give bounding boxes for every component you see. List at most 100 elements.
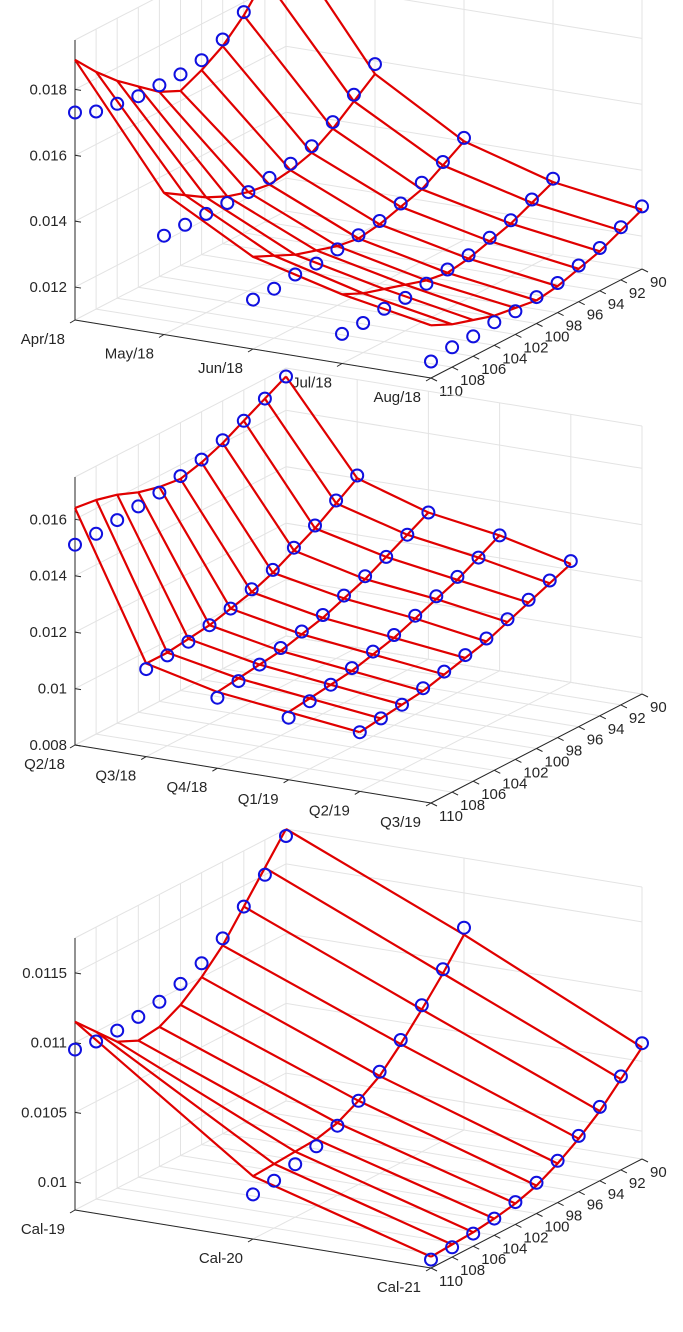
x-tick-label: Cal-20 bbox=[199, 1250, 243, 1267]
x-tick-mark bbox=[69, 744, 76, 749]
market-point bbox=[131, 89, 146, 104]
market-point bbox=[68, 537, 82, 552]
market-point bbox=[267, 1173, 282, 1188]
market-point bbox=[563, 554, 578, 569]
tick-labels: 0.01 0.0105 0.011 0.0115 Cal-19 Cal-20 Cal-21 9… bbox=[21, 965, 667, 1296]
market-point bbox=[157, 228, 171, 243]
market-point bbox=[335, 326, 349, 341]
strike-tick-label: 102 bbox=[523, 1229, 548, 1246]
market-point bbox=[356, 316, 371, 330]
wall-grid-line bbox=[74, 635, 643, 746]
strike-tick-label: 110 bbox=[439, 383, 463, 400]
surface-line-maturity bbox=[359, 563, 572, 734]
surface-line-strike bbox=[137, 85, 495, 317]
market-point bbox=[315, 608, 330, 622]
strike-tick-mark bbox=[494, 769, 501, 774]
surface-line-strike bbox=[200, 461, 487, 643]
x-tick-mark bbox=[69, 1209, 76, 1214]
floor-grid-line bbox=[117, 722, 474, 782]
market-point bbox=[110, 513, 125, 528]
strike-tick-mark bbox=[641, 693, 649, 698]
market-point bbox=[279, 829, 293, 843]
z-tick-label: 0.012 bbox=[29, 624, 67, 641]
strike-tick-mark bbox=[599, 715, 607, 720]
market-point bbox=[487, 1211, 502, 1226]
market-point bbox=[215, 931, 230, 946]
surface-line-strike bbox=[179, 478, 466, 659]
strike-tick-label: 96 bbox=[587, 732, 604, 749]
x-tick-label: Cal-21 bbox=[377, 1279, 421, 1296]
market-point bbox=[419, 276, 434, 291]
z-tick-mark bbox=[74, 88, 82, 91]
wall-grid-line bbox=[74, 1072, 643, 1183]
market-point bbox=[503, 213, 518, 228]
z-tick-label: 0.011 bbox=[31, 1035, 67, 1052]
market-point bbox=[450, 569, 465, 584]
strike-tick-mark bbox=[536, 323, 543, 327]
market-point bbox=[416, 681, 431, 696]
market-point bbox=[236, 899, 251, 914]
z-tick-mark bbox=[74, 631, 82, 634]
market-point bbox=[210, 690, 225, 705]
market-point bbox=[344, 661, 359, 676]
x-tick-label: Cal-19 bbox=[21, 1221, 65, 1238]
market-point bbox=[592, 1099, 607, 1114]
x-tick-mark bbox=[425, 377, 432, 382]
z-tick-label: 0.01 bbox=[38, 1174, 67, 1191]
surface-line-strike bbox=[221, 45, 580, 270]
market-point bbox=[366, 644, 380, 659]
z-tick-mark bbox=[74, 688, 82, 691]
strike-tick-label: 94 bbox=[608, 296, 625, 313]
market-point bbox=[524, 192, 539, 207]
market-point bbox=[346, 87, 361, 102]
market-point bbox=[223, 601, 238, 616]
market-point bbox=[152, 485, 167, 500]
x-tick-mark bbox=[140, 756, 147, 761]
strike-tick-mark bbox=[472, 1245, 480, 1250]
strike-tick-label: 90 bbox=[650, 274, 667, 291]
strike-tick-label: 104 bbox=[502, 1240, 527, 1257]
market-points bbox=[68, 5, 649, 369]
market-point bbox=[173, 469, 188, 484]
surface-wireframe bbox=[74, 0, 643, 327]
surface-line-strike bbox=[264, 866, 622, 1081]
market-point bbox=[294, 624, 309, 639]
strike-tick-mark bbox=[472, 780, 480, 785]
floor-grid-line bbox=[288, 670, 500, 781]
z-tick-mark bbox=[74, 220, 82, 223]
strike-tick-label: 104 bbox=[502, 775, 527, 792]
market-point bbox=[199, 206, 214, 221]
z-tick-mark bbox=[74, 1111, 82, 1114]
market-point bbox=[482, 230, 497, 245]
market-point bbox=[421, 505, 436, 520]
surface-line-strike bbox=[95, 1030, 453, 1246]
z-tick-label: 0.016 bbox=[29, 147, 67, 164]
market-point bbox=[458, 648, 473, 663]
market-point bbox=[337, 588, 351, 603]
z-tick-mark bbox=[74, 575, 82, 578]
x-tick-mark bbox=[69, 319, 76, 324]
market-point bbox=[309, 256, 324, 271]
x-tick-label: Jul/18 bbox=[292, 375, 332, 392]
market-point bbox=[395, 697, 409, 712]
market-point bbox=[457, 920, 471, 935]
market-point bbox=[635, 1036, 649, 1051]
x-tick-mark bbox=[425, 1267, 432, 1272]
strike-tick-label: 104 bbox=[502, 350, 527, 367]
market-point bbox=[373, 711, 388, 726]
market-point bbox=[529, 290, 544, 305]
strike-tick-mark bbox=[599, 1180, 607, 1185]
market-point bbox=[457, 130, 471, 145]
market-point bbox=[173, 976, 188, 991]
surface-line-strike bbox=[200, 69, 558, 288]
market-point bbox=[267, 281, 282, 296]
floor-grid-line bbox=[201, 679, 558, 739]
market-point bbox=[215, 32, 230, 47]
market-point bbox=[194, 53, 209, 68]
strike-tick-label: 100 bbox=[545, 1219, 570, 1236]
strike-tick-mark bbox=[515, 1223, 522, 1228]
strike-tick-label: 90 bbox=[650, 1164, 667, 1181]
strike-tick-label: 106 bbox=[481, 361, 506, 378]
strike-tick-mark bbox=[515, 333, 522, 338]
market-point bbox=[529, 1175, 544, 1190]
